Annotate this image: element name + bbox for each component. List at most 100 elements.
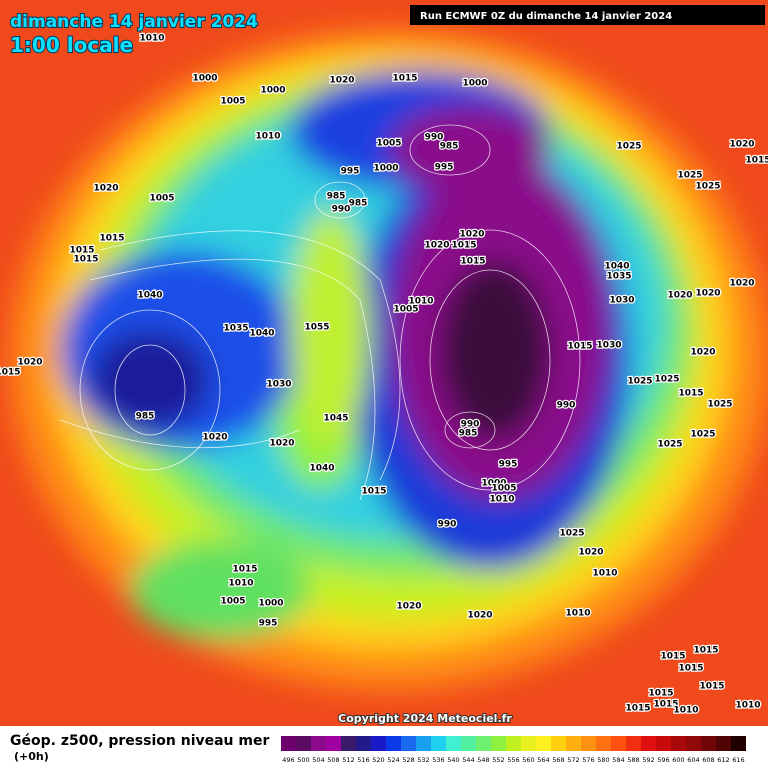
colorbar-swatch — [506, 736, 521, 751]
isobar-label: 1040 — [249, 329, 274, 339]
colorbar-swatch — [731, 736, 746, 751]
colorbar-swatch — [626, 736, 641, 751]
isobar-label: 1005 — [149, 194, 174, 204]
isobar-label: 1005 — [220, 97, 245, 107]
colorbar-label: 516 — [357, 756, 369, 764]
isobar-label: 1030 — [266, 380, 291, 390]
isobar-label: 985 — [440, 142, 459, 152]
isobar-label: 990 — [332, 205, 351, 215]
colorbar-label: 580 — [597, 756, 609, 764]
colorbar-swatch — [416, 736, 431, 751]
colorbar-label: 600 — [672, 756, 684, 764]
isobar-label: 1055 — [304, 323, 329, 333]
colorbar-label: 504 — [312, 756, 324, 764]
colorbar-label: 560 — [522, 756, 534, 764]
isobar-label: 1000 — [192, 74, 217, 84]
colorbar-label: 608 — [702, 756, 714, 764]
colorbar-label: 496 — [282, 756, 294, 764]
colorbar-swatch — [296, 736, 311, 751]
isobar-label: 1015 — [660, 652, 685, 662]
isobar-label: 1015 — [567, 342, 592, 352]
isobar-label: 1020 — [667, 291, 692, 301]
isobar-label: 1015 — [232, 565, 257, 575]
isobar-label: 1005 — [393, 305, 418, 315]
colorbar-swatch — [356, 736, 371, 751]
colorbar: 496 500 504 508 512 516 520 524 528 532 536 540 544 5… — [281, 736, 746, 764]
colorbar-label: 584 — [612, 756, 624, 764]
colorbar-label: 520 — [372, 756, 384, 764]
colorbar-label: 548 — [477, 756, 489, 764]
colorbar-label: 572 — [567, 756, 579, 764]
isobar-label: 1015 — [678, 389, 703, 399]
isobar-label: 1000 — [260, 86, 285, 96]
isobar-label: 1025 — [657, 440, 682, 450]
isobar-label: 1010 — [489, 495, 514, 505]
isobar-label: 1000 — [258, 599, 283, 609]
colorbar-label: 576 — [582, 756, 594, 764]
footer-title: Géop. z500, pression niveau mer — [10, 733, 269, 749]
colorbar-label: 528 — [402, 756, 414, 764]
colorbar-swatch — [311, 736, 326, 751]
colorbar-label: 508 — [327, 756, 339, 764]
isobar-label: 995 — [499, 460, 518, 470]
isobar-label: 1040 — [309, 464, 334, 474]
isobar-label: 1015 — [693, 646, 718, 656]
isobar-label: 1020 — [690, 348, 715, 358]
run-label: Run ECMWF 0Z du dimanche 14 janvier 2024 — [420, 11, 672, 22]
colorbar-label: 568 — [552, 756, 564, 764]
footer-lead: (+0h) — [14, 750, 49, 763]
colorbar-swatch — [656, 736, 671, 751]
isobar-label: 1015 — [73, 255, 98, 265]
isobar-label: 1015 — [745, 156, 768, 166]
colorbar-label: 596 — [657, 756, 669, 764]
isobar-label: 990 — [461, 420, 480, 430]
colorbar-label: 616 — [732, 756, 744, 764]
isobar-label: 1020 — [269, 439, 294, 449]
colorbar-swatch — [521, 736, 536, 751]
isobar-label: 1025 — [707, 400, 732, 410]
isobar-label: 1005 — [376, 139, 401, 149]
isobar-label: 1015 — [99, 234, 124, 244]
isobar-label: 1020 — [695, 289, 720, 299]
colorbar-label: 612 — [717, 756, 729, 764]
colorbar-swatch — [281, 736, 296, 751]
colorbar-label: 512 — [342, 756, 354, 764]
isobar-label: 990 — [438, 520, 457, 530]
colorbar-swatch — [446, 736, 461, 751]
isobars — [59, 124, 581, 501]
isobar-label: 1035 — [606, 272, 631, 282]
copyright: Copyright 2024 Meteociel.fr — [338, 712, 512, 725]
colorbar-swatch — [701, 736, 716, 751]
time-title: 1:00 locale — [10, 33, 133, 57]
colorbar-swatch — [536, 736, 551, 751]
colorbar-label: 540 — [447, 756, 459, 764]
date-title: dimanche 14 janvier 2024 — [10, 12, 258, 32]
colorbar-label: 604 — [687, 756, 699, 764]
run-box — [410, 5, 765, 25]
isobar-label: 1015 — [699, 682, 724, 692]
isobar-label: 1025 — [559, 529, 584, 539]
colorbar-label: 556 — [507, 756, 519, 764]
isobar-label: 1000 — [462, 79, 487, 89]
colorbar-label: 536 — [432, 756, 444, 764]
colorbar-swatch — [491, 736, 506, 751]
colorbar-swatch — [686, 736, 701, 751]
isobar-label: 1000 — [481, 479, 506, 489]
isobar-label: 1010 — [735, 701, 760, 711]
colorbar-label: 588 — [627, 756, 639, 764]
isobar-label: 1015 — [625, 704, 650, 714]
isobar-label: 1015 — [678, 664, 703, 674]
isobar-label: 1020 — [459, 230, 484, 240]
isobar-label: 995 — [435, 163, 454, 173]
isobar-label: 990 — [557, 401, 576, 411]
isobar-label: 985 — [136, 412, 155, 422]
isobar-label: 1040 — [137, 291, 162, 301]
colorbar-swatch — [671, 736, 686, 751]
colorbar-label: 544 — [462, 756, 474, 764]
isobar-label: 1010 — [139, 34, 164, 44]
isobar-label: 1005 — [491, 484, 516, 494]
isobar-label: 1020 — [202, 433, 227, 443]
